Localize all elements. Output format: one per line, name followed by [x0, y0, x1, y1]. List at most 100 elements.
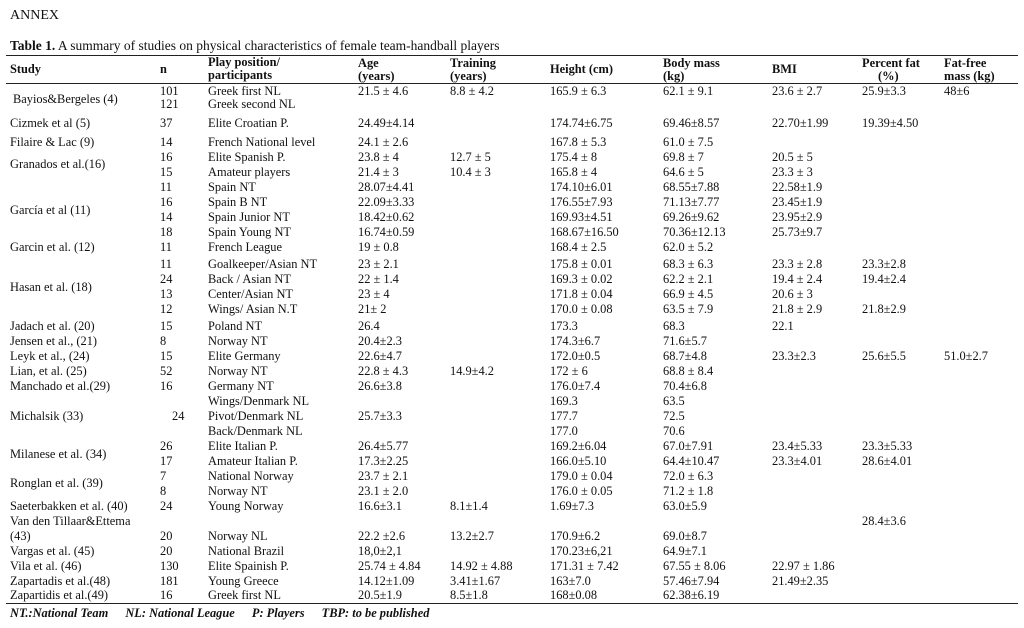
cell-body-mass: 63.0±5.9 [663, 499, 707, 513]
cell-study: Manchado et al.(29) [10, 379, 111, 393]
cell-percent-fat: 23.3±5.33 [862, 439, 913, 453]
cell-body-mass: 63.5 [663, 394, 685, 408]
cell-body-mass: 67.0±7.91 [663, 439, 714, 453]
cell-n: 12 [160, 302, 173, 316]
cell-age: 21.4 ± 3 [358, 165, 399, 179]
cell-body-mass: 71.6±5.7 [663, 334, 707, 348]
cell-position: Elite Croatian P. [208, 116, 289, 130]
cell-study: Ronglan et al. (39) [10, 476, 103, 490]
header-bmi: BMI [772, 62, 797, 76]
cell-position: Poland NT [208, 319, 263, 333]
cell-body-mass: 64.6 ± 5 [663, 165, 704, 179]
cell-body-mass: 64.9±7.1 [663, 544, 707, 558]
cell-percent-fat: 28.6±4.01 [862, 454, 913, 468]
header-n: n [160, 62, 167, 76]
header-study: Study [10, 62, 41, 76]
cell-position: National Brazil [208, 544, 285, 558]
annex-heading: ANNEX [10, 8, 59, 23]
header-ffm-line1: Fat-free [944, 56, 987, 70]
cell-study: Garcin et al. (12) [10, 240, 95, 254]
cell-position: Wings/ Asian N.T [208, 302, 298, 316]
cell-age: 28.07±4.41 [358, 180, 415, 194]
cell-n: 101 [160, 84, 179, 98]
cell-n: 16 [160, 588, 173, 602]
cell-height: 172 ± 6 [550, 364, 588, 378]
cell-study: Jadach et al. (20) [10, 319, 95, 333]
cell-age: 26.6±3.8 [358, 379, 402, 393]
cell-bmi: 23.3 ± 3 [772, 165, 813, 179]
cell-position: National Norway [208, 469, 294, 483]
cell-position: French League [208, 240, 282, 254]
cell-height: 174.74±6.75 [550, 116, 613, 130]
cell-study: Jensen et al., (21) [10, 334, 98, 348]
table-top-rule [6, 55, 1018, 56]
table-caption: Table 1. A summary of studies on physica… [10, 38, 500, 54]
cell-n: 130 [160, 559, 179, 573]
cell-height: 176.0±7.4 [550, 379, 601, 393]
cell-body-mass: 61.0 ± 7.5 [663, 135, 714, 149]
cell-n: 52 [160, 364, 173, 378]
header-ffm-line2: mass (kg) [944, 69, 995, 83]
table-caption-label: Table 1. [10, 38, 56, 53]
cell-training: 8.5±1.8 [450, 588, 488, 602]
table-caption-text: A summary of studies on physical charact… [55, 38, 500, 53]
cell-bmi: 22.58±1.9 [772, 180, 823, 194]
cell-position: Back / Asian NT [208, 272, 291, 286]
cell-bmi: 23.45±1.9 [772, 195, 823, 209]
header-age-line2: (years) [358, 69, 395, 83]
cell-study: Granados et al.(16) [10, 157, 106, 171]
cell-percent-fat: 25.9±3.3 [862, 84, 906, 98]
cell-training: 10.4 ± 3 [450, 165, 491, 179]
cell-body-mass: 67.55 ± 8.06 [663, 559, 726, 573]
cell-position: Norway NT [208, 364, 268, 378]
cell-training: 14.9±4.2 [450, 364, 494, 378]
cell-training: 12.7 ± 5 [450, 150, 491, 164]
cell-age: 14.12±1.09 [358, 574, 415, 588]
cell-height: 168.4 ± 2.5 [550, 240, 607, 254]
header-mass-line1: Body mass [663, 56, 720, 70]
cell-height: 171.31 ± 7.42 [550, 559, 619, 573]
cell-n: 121 [160, 97, 179, 111]
cell-study: Filaire & Lac (9) [10, 135, 95, 149]
cell-height: 169.2±6.04 [550, 439, 607, 453]
cell-study: Zapartadis et al.(48) [10, 574, 111, 588]
cell-study: Vargas et al. (45) [10, 544, 95, 558]
cell-height: 177.0 [550, 424, 578, 438]
cell-n: 16 [160, 195, 173, 209]
cell-study: Saeterbakken et al. (40) [10, 499, 128, 513]
cell-percent-fat: 25.6±5.5 [862, 349, 906, 363]
cell-body-mass: 57.46±7.94 [663, 574, 720, 588]
cell-training: 14.92 ± 4.88 [450, 559, 513, 573]
footnote-p: P: Players [251, 606, 305, 620]
cell-height: 179.0 ± 0.04 [550, 469, 613, 483]
cell-bmi: 23.6 ± 2.7 [772, 84, 823, 98]
cell-percent-fat: 28.4±3.6 [862, 514, 906, 528]
cell-n: 37 [160, 116, 173, 130]
cell-height: 168.67±16.50 [550, 225, 619, 239]
cell-age: 21± 2 [358, 302, 387, 316]
cell-study: Leyk et al., (24) [10, 349, 90, 363]
cell-age: 20.4±2.3 [358, 334, 402, 348]
footnote-nt: NT.:National Team [10, 606, 109, 620]
cell-height: 165.8 ± 4 [550, 165, 598, 179]
cell-body-mass: 62.1 ± 9.1 [663, 84, 714, 98]
cell-bmi: 20.6 ± 3 [772, 287, 813, 301]
cell-bmi: 20.5 ± 5 [772, 150, 813, 164]
cell-study: Lian, et al. (25) [10, 364, 87, 378]
cell-position: Goalkeeper/Asian NT [208, 257, 318, 271]
cell-study: Bayios&Bergeles (4) [13, 92, 118, 106]
cell-body-mass: 63.5 ± 7.9 [663, 302, 714, 316]
cell-bmi: 23.4±5.33 [772, 439, 823, 453]
header-height: Height (cm) [550, 62, 613, 76]
cell-position: Wings/Denmark NL [208, 394, 310, 408]
cell-age: 17.3±2.25 [358, 454, 409, 468]
cell-height: 169.3 [550, 394, 578, 408]
header-fat-line2: (%) [878, 69, 899, 83]
cell-study: Cizmek et al (5) [10, 116, 91, 130]
cell-n: 24 [172, 409, 185, 423]
cell-percent-fat: 19.39±4.50 [862, 116, 919, 130]
cell-n: 11 [160, 257, 172, 271]
cell-study: García et al (11) [10, 203, 91, 217]
cell-position: French National level [208, 135, 316, 149]
cell-age: 16.74±0.59 [358, 225, 415, 239]
